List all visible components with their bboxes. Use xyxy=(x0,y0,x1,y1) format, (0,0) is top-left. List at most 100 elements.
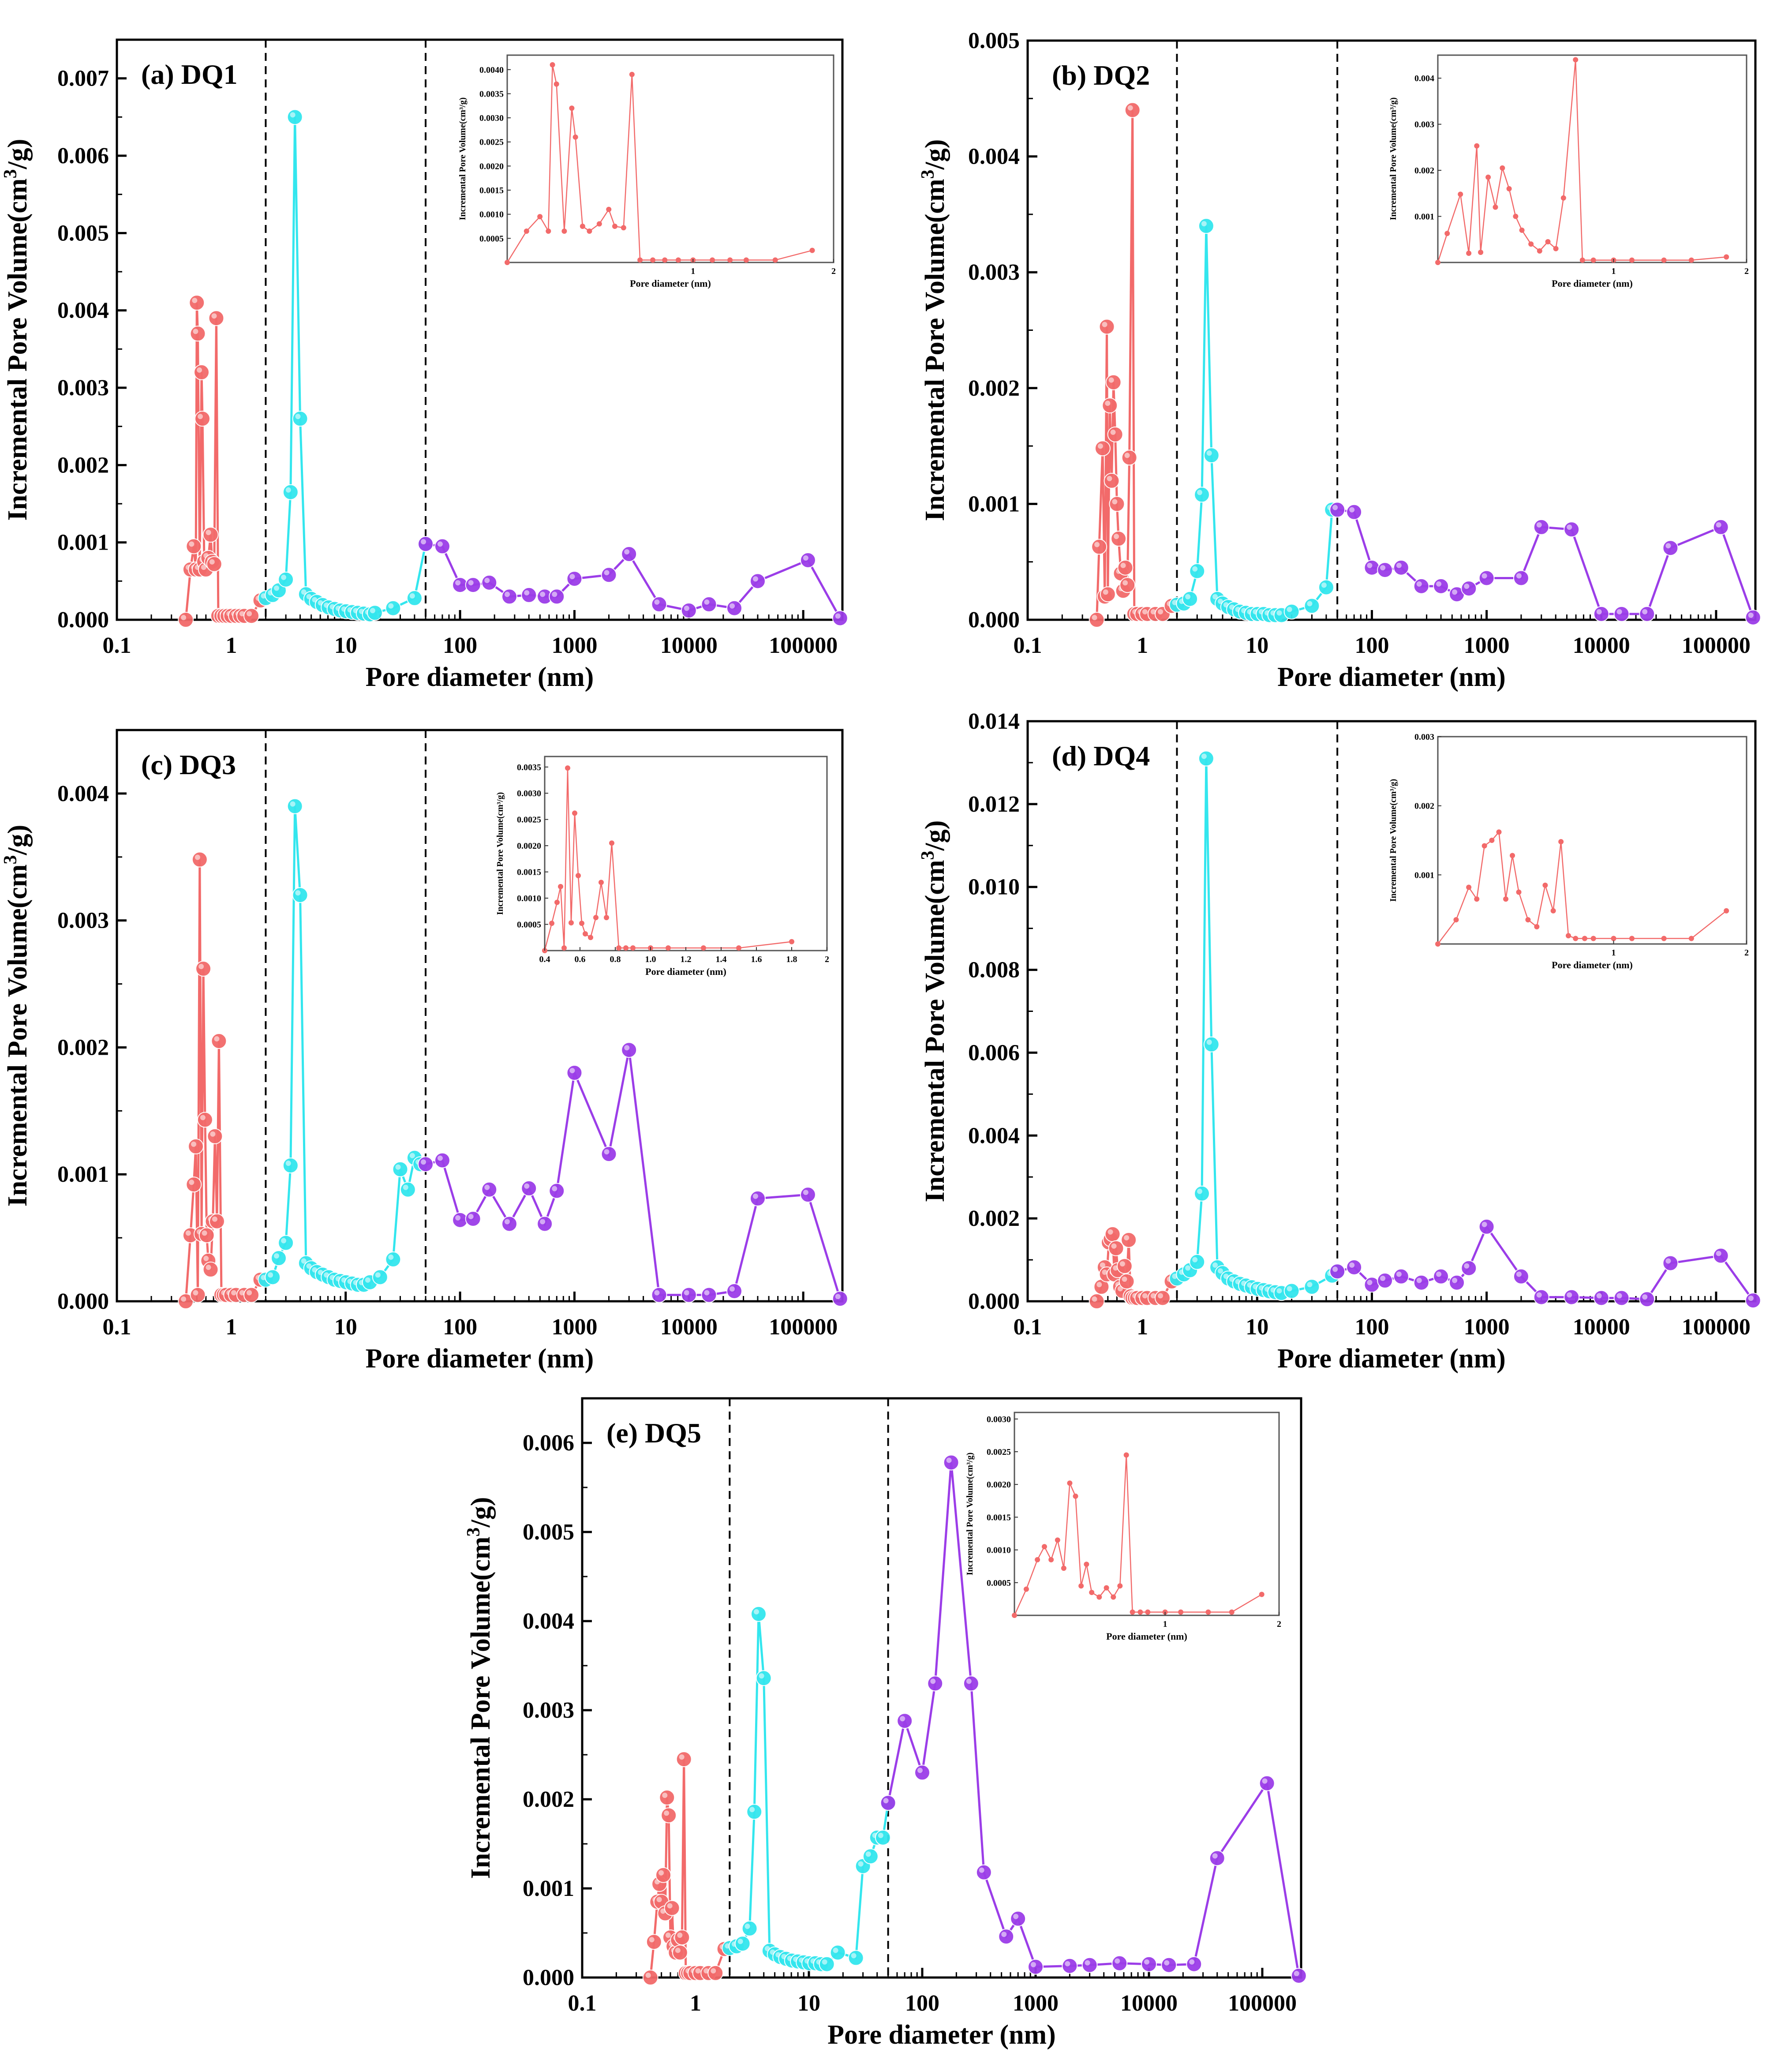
inset-data-point xyxy=(1661,936,1667,941)
data-point-highlight xyxy=(1127,105,1133,111)
inset-y-tick-label: 0.0005 xyxy=(517,920,541,930)
y-tick-label: 0.004 xyxy=(523,1609,574,1634)
data-point-micro xyxy=(1121,1232,1137,1248)
data-point-micro xyxy=(202,1262,219,1278)
data-point-highlight xyxy=(200,1115,206,1120)
data-point-highlight xyxy=(946,1457,952,1463)
data-point-macro xyxy=(1364,559,1380,576)
inset-y-tick-label: 0.0025 xyxy=(517,815,541,825)
data-point-macro xyxy=(1745,1292,1761,1309)
data-point-micro xyxy=(195,411,211,427)
data-point-highlight xyxy=(1001,1932,1007,1937)
data-point-highlight xyxy=(1102,1269,1107,1275)
data-point-highlight xyxy=(1185,1265,1191,1271)
data-point-macro xyxy=(1593,1290,1609,1306)
y-tick-label: 0.004 xyxy=(57,298,109,323)
data-point-micro xyxy=(186,538,202,554)
data-point-macro xyxy=(1449,1274,1465,1291)
data-point-highlight xyxy=(484,1184,490,1190)
inset-data-point xyxy=(1629,936,1635,941)
data-point-highlight xyxy=(365,1277,370,1283)
data-point-macro xyxy=(1346,1259,1362,1275)
data-point-macro xyxy=(537,1216,553,1232)
data-point-highlight xyxy=(295,414,301,419)
inset-data-point xyxy=(1048,1557,1054,1562)
y-axis-title: Incremental Pore Volume(cm3/g) xyxy=(0,825,33,1207)
inset-x-axis-title: Pore diameter (nm) xyxy=(645,966,726,977)
inset-y-axis-title: Incremental Pore Volume(cm³/g) xyxy=(965,1453,975,1576)
x-tick-label: 0.1 xyxy=(1014,633,1042,658)
data-point-meso xyxy=(292,411,308,427)
x-tick-label: 100000 xyxy=(769,633,838,658)
data-point-highlight xyxy=(1276,610,1282,616)
y-tick-label: 0.001 xyxy=(523,1876,574,1901)
inset-data-point xyxy=(580,224,585,229)
inset-data-point xyxy=(666,945,671,951)
data-point-highlight xyxy=(247,1290,252,1296)
y-tick-label: 0.005 xyxy=(968,28,1020,53)
x-tick-label: 1 xyxy=(225,1315,237,1340)
x-tick-label: 1 xyxy=(690,1991,701,2016)
x-tick-label: 100000 xyxy=(1682,1315,1751,1340)
data-point-highlight xyxy=(524,590,530,596)
data-point-highlight xyxy=(930,1678,936,1684)
data-point-micro xyxy=(190,326,206,342)
data-point-highlight xyxy=(883,1798,889,1804)
data-point-highlight xyxy=(192,298,198,303)
data-point-macro xyxy=(1461,1260,1477,1276)
y-tick-label: 0.003 xyxy=(57,375,109,401)
inset-data-point xyxy=(1111,1594,1116,1600)
inset-data-point xyxy=(662,257,668,263)
data-point-highlight xyxy=(966,1678,972,1684)
inset-frame xyxy=(1014,1412,1280,1616)
x-tick-label: 100000 xyxy=(1228,1991,1297,2016)
data-point-highlight xyxy=(662,1792,668,1798)
inset-data-point xyxy=(1629,257,1635,263)
inset-data-point xyxy=(710,257,715,263)
data-point-highlight xyxy=(1416,1277,1422,1283)
data-point-highlight xyxy=(375,1272,381,1278)
data-point-macro xyxy=(1377,1273,1393,1289)
inset-data-point xyxy=(630,945,636,951)
data-point-highlight xyxy=(645,1973,651,1978)
data-point-highlight xyxy=(604,570,610,576)
inset-data-point xyxy=(1012,1613,1017,1618)
inset-data-point xyxy=(606,206,612,212)
inset-data-point xyxy=(1534,924,1540,929)
data-point-highlight xyxy=(301,589,307,595)
x-tick-label: 1000 xyxy=(1013,1991,1059,2016)
y-tick-label: 0.000 xyxy=(968,607,1020,633)
data-point-highlight xyxy=(1201,753,1207,759)
data-point-macro xyxy=(1713,519,1729,535)
inset-data-point xyxy=(604,915,609,921)
inset-data-point xyxy=(743,257,749,263)
data-point-highlight xyxy=(865,1851,871,1857)
data-point-micro xyxy=(243,608,260,624)
x-tick-label: 1 xyxy=(225,633,237,658)
inset-data-point xyxy=(1444,231,1450,236)
y-axis-title-prefix: Incremental Pore Volume(cm xyxy=(3,178,33,521)
data-point-highlight xyxy=(752,1193,758,1199)
inset-data-point xyxy=(572,134,578,140)
inset-data-point xyxy=(1096,1594,1102,1600)
data-point-micro xyxy=(1111,531,1127,547)
data-point-micro xyxy=(1104,472,1120,489)
data-point-highlight xyxy=(209,559,215,565)
data-point-macro xyxy=(927,1675,943,1692)
inset-data-point xyxy=(1500,165,1505,171)
inset-data-point xyxy=(1525,917,1531,923)
data-point-highlight xyxy=(1481,1221,1487,1227)
data-point-highlight xyxy=(1065,1961,1070,1966)
inset-data-point xyxy=(1528,241,1534,247)
data-point-highlight xyxy=(1197,1188,1203,1194)
data-point-macro xyxy=(701,1287,717,1303)
data-point-highlight xyxy=(1665,543,1671,549)
data-point-macro xyxy=(1141,1956,1157,1972)
data-point-meso xyxy=(1304,1279,1320,1295)
data-point-highlight xyxy=(285,487,291,493)
data-point-micro xyxy=(659,1789,675,1805)
data-point-highlight xyxy=(198,414,203,419)
data-point-micro xyxy=(188,1138,204,1154)
data-point-highlight xyxy=(1122,1276,1127,1282)
inset-series-line xyxy=(506,64,812,263)
